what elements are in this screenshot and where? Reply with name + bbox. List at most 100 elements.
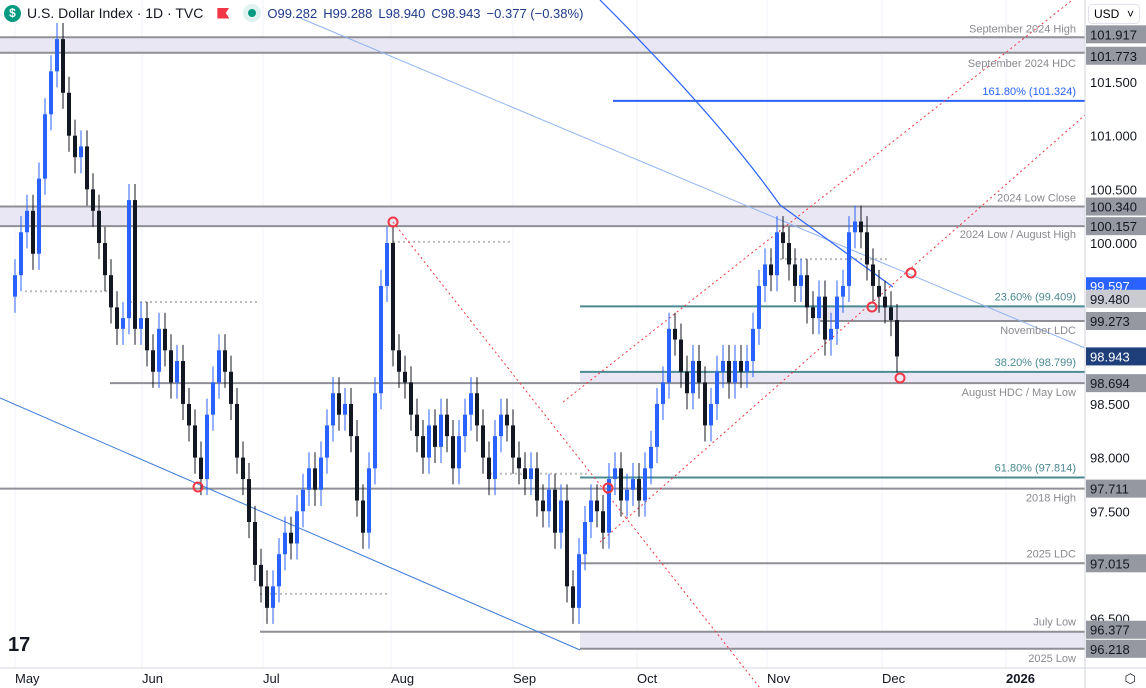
- candle: [367, 452, 371, 549]
- marker-circle: [387, 216, 399, 228]
- candle: [169, 334, 173, 399]
- candle-body: [349, 403, 353, 437]
- price-tag: [1086, 197, 1146, 216]
- candle: [667, 312, 671, 399]
- level-band: [820, 306, 1085, 322]
- candle: [145, 302, 149, 367]
- candle-body: [679, 339, 683, 372]
- candle-body: [373, 393, 377, 469]
- candle-body: [781, 232, 785, 243]
- moving-average-line: [599, 0, 894, 288]
- candle-body: [469, 393, 473, 415]
- candle-body: [283, 532, 287, 555]
- candle-body: [355, 436, 359, 501]
- candle: [559, 484, 563, 549]
- candle: [811, 291, 815, 335]
- candle: [37, 162, 41, 270]
- candle: [343, 387, 347, 431]
- candle: [61, 23, 65, 109]
- marker-circle: [905, 267, 917, 279]
- candle-body: [445, 414, 449, 437]
- candle: [865, 216, 869, 281]
- candle-body: [487, 457, 491, 480]
- settings-icon[interactable]: ⬡: [1124, 671, 1136, 686]
- candle: [829, 312, 833, 356]
- candle: [403, 355, 407, 399]
- candle: [613, 452, 617, 496]
- candle-body: [241, 457, 245, 480]
- level-band: [580, 371, 1085, 384]
- candle: [859, 205, 863, 249]
- candle-body: [673, 328, 677, 340]
- level-label: 23.60% (99.409): [995, 291, 1076, 303]
- candle-body: [175, 361, 179, 383]
- candle-body: [637, 479, 641, 501]
- candle: [787, 226, 791, 281]
- candle-body: [883, 296, 887, 308]
- candle-body: [661, 382, 665, 404]
- candle-body: [553, 489, 557, 533]
- price-tag: [1086, 289, 1146, 308]
- candle-body: [829, 328, 833, 340]
- candle-body: [877, 285, 881, 297]
- candle-body: [529, 468, 533, 480]
- candle: [241, 441, 245, 496]
- price-tag-label: 96.377: [1090, 623, 1130, 638]
- candle-body: [319, 457, 323, 490]
- candle-body: [625, 489, 629, 501]
- candle-body: [277, 554, 281, 587]
- candle-body: [115, 307, 119, 329]
- candle-body: [511, 425, 515, 458]
- candle-body: [199, 457, 203, 480]
- tradingview-logo[interactable]: 17: [8, 634, 31, 656]
- candle-body: [811, 307, 815, 319]
- candle-body: [805, 275, 809, 308]
- candle-body: [169, 350, 173, 383]
- candle: [271, 570, 275, 624]
- candle-body: [769, 264, 773, 276]
- flag-icon[interactable]: [217, 7, 230, 19]
- candle-body: [853, 221, 857, 233]
- candle: [415, 398, 419, 453]
- candle: [445, 398, 449, 453]
- candle: [517, 441, 521, 485]
- level-label: August HDC / May Low: [962, 387, 1076, 399]
- candle-body: [103, 243, 107, 276]
- candle-body: [601, 511, 605, 533]
- candle-body: [697, 361, 701, 383]
- candle-body: [67, 92, 71, 136]
- currency-select[interactable]: USD ˅: [1088, 4, 1140, 24]
- candle: [847, 216, 851, 303]
- level-label: November LDC: [1000, 325, 1076, 337]
- candle: [685, 355, 689, 410]
- candle-body: [643, 468, 647, 501]
- candle-body: [127, 200, 131, 319]
- candle: [715, 355, 719, 421]
- level-label: July Low: [1033, 617, 1076, 629]
- candle-body: [433, 425, 437, 447]
- candle: [109, 259, 113, 324]
- candle-body: [157, 328, 161, 372]
- candle-body: [307, 468, 311, 490]
- candle: [691, 344, 695, 410]
- candle-body: [361, 500, 365, 533]
- y-tick-label: 97.500: [1090, 504, 1130, 519]
- candle-body: [43, 114, 47, 179]
- candle-body: [337, 393, 341, 415]
- candle-body: [109, 275, 113, 308]
- candle: [325, 409, 329, 474]
- candle: [721, 344, 725, 388]
- candle-body: [457, 436, 461, 469]
- candle-body: [13, 275, 17, 297]
- candle-body: [145, 318, 149, 351]
- candle: [439, 398, 443, 463]
- dollar-icon: $: [4, 4, 21, 22]
- candle: [331, 377, 335, 442]
- candle: [139, 302, 143, 345]
- x-tick-label: Oct: [637, 671, 658, 686]
- symbol-title[interactable]: U.S. Dollar Index · 1D · TVC: [27, 5, 204, 21]
- candle: [121, 302, 125, 345]
- candle: [49, 55, 53, 131]
- candle-body: [139, 318, 143, 329]
